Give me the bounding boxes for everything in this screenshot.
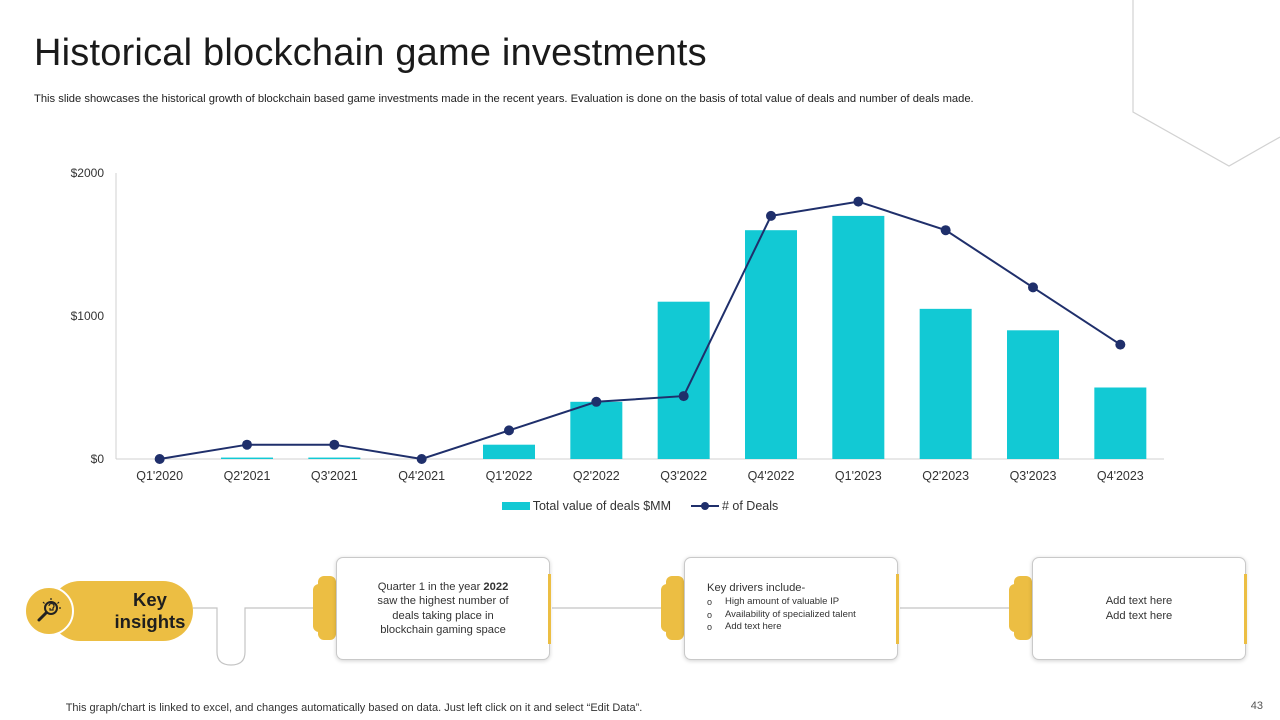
bar xyxy=(570,401,623,459)
chart-axes xyxy=(115,173,1164,460)
card2-accent xyxy=(896,574,899,644)
list-item: Availability of specialized talent xyxy=(707,609,889,622)
bar xyxy=(308,457,361,459)
chart-x-labels: Q1'2020 Q2'2021 Q3'2021 Q4'2021 Q1'2022 Q2'20… xyxy=(136,469,1144,483)
line-point xyxy=(591,396,602,407)
line-point xyxy=(853,196,864,207)
card3-tab-inner xyxy=(1014,576,1032,640)
y-tick-label: $2000 xyxy=(71,166,105,180)
card2-heading: Key drivers include- xyxy=(707,582,806,594)
card2-tab-inner xyxy=(666,576,684,640)
card1-accent xyxy=(548,574,551,644)
card3-accent xyxy=(1244,574,1247,644)
y-tick-label: $0 xyxy=(91,452,105,466)
page-title: Historical blockchain game investments xyxy=(34,32,707,74)
card1-tab-inner xyxy=(318,576,336,640)
bar xyxy=(483,444,535,459)
y-tick-label: $1000 xyxy=(71,309,105,323)
line-point xyxy=(329,439,340,450)
line-point xyxy=(242,439,252,450)
chart-legend: Total value of deals $MM # of Deals xyxy=(0,499,1280,513)
line-point xyxy=(678,391,689,402)
bar xyxy=(919,308,972,459)
chart-y-labels: $0 $1000 $2000 xyxy=(71,166,105,466)
chart-bars xyxy=(221,215,1147,459)
page-subtitle: This slide showcases the historical grow… xyxy=(34,93,974,105)
legend-swatch-bars xyxy=(501,502,530,510)
footer-text: This graph/chart is linked to excel, and… xyxy=(65,702,643,714)
x-tick-label: Q3'2023 xyxy=(1010,469,1057,483)
bar xyxy=(832,215,885,459)
hexagon-decoration xyxy=(1132,0,1280,167)
bar xyxy=(1007,330,1059,459)
line-point xyxy=(1115,339,1126,350)
x-tick-label: Q1'2023 xyxy=(835,469,882,483)
card1-line1: Quarter 1 in the year xyxy=(377,580,484,593)
card3-line1: Add text here xyxy=(1105,595,1173,607)
card1-year: 2022 xyxy=(483,580,509,593)
line-point xyxy=(1028,282,1038,293)
line-point xyxy=(154,454,165,464)
x-tick-label: Q3'2022 xyxy=(660,469,707,483)
x-tick-label: Q1'2022 xyxy=(486,469,533,483)
line-point xyxy=(416,454,427,464)
card3-line2: Add text here xyxy=(1105,609,1173,622)
insight-icon-circle xyxy=(24,586,74,636)
bar xyxy=(657,301,710,459)
insight-card-3: Add text here Add text here xyxy=(1032,557,1247,660)
bar xyxy=(745,230,797,459)
series-line xyxy=(159,200,1121,461)
legend-label-line: # of Deals xyxy=(721,499,779,513)
x-tick-label: Q1'2020 xyxy=(136,469,183,483)
x-tick-label: Q3'2021 xyxy=(311,469,358,483)
x-tick-label: Q2'2021 xyxy=(224,469,271,483)
legend-item-line: # of Deals xyxy=(690,499,779,513)
line-point xyxy=(940,225,951,236)
x-tick-label: Q2'2022 xyxy=(573,469,620,483)
card1-line4: blockchain gaming space xyxy=(380,624,506,636)
page-number: 43 xyxy=(1250,700,1263,712)
lightbulb-search-icon xyxy=(37,598,61,622)
x-tick-label: Q4'2022 xyxy=(748,469,795,483)
line-point xyxy=(504,425,514,436)
x-tick-label: Q2'2023 xyxy=(922,469,969,483)
line-point xyxy=(766,210,776,221)
legend-swatch-line xyxy=(690,502,719,510)
bar xyxy=(221,457,273,459)
insight-card-2-text: Key drivers include- High amount of valu… xyxy=(707,582,889,634)
card1-line3: deals taking place in xyxy=(392,609,494,622)
x-tick-label: Q4'2023 xyxy=(1097,469,1144,483)
list-item: High amount of valuable IP xyxy=(707,596,889,609)
bar xyxy=(1094,387,1147,459)
insight-card-2: Key drivers include- High amount of valu… xyxy=(684,557,899,660)
key-insights-label: Key insights xyxy=(114,589,186,632)
card2-driver-list: High amount of valuable IP Availability … xyxy=(707,596,889,634)
footer-note: This graph/chart is linked to excel, and… xyxy=(0,702,1279,714)
x-tick-label: Q4'2021 xyxy=(398,469,445,483)
card1-line2: saw the highest number of xyxy=(377,595,509,607)
insight-card-1-text: Quarter 1 in the year 2022 saw the highe… xyxy=(337,558,549,659)
insight-card-3-text: Add text here Add text here xyxy=(1033,558,1245,659)
legend-item-bars: Total value of deals $MM xyxy=(501,499,671,513)
insight-card-1: Quarter 1 in the year 2022 saw the highe… xyxy=(336,557,551,660)
legend-label-bars: Total value of deals $MM xyxy=(532,499,671,513)
chart[interactable]: Q1'2020 Q2'2021 Q3'2021 Q4'2021 Q1'2022 Q2'20… xyxy=(0,0,1280,500)
list-item: Add text here xyxy=(707,621,889,634)
chart-line xyxy=(154,196,1126,464)
